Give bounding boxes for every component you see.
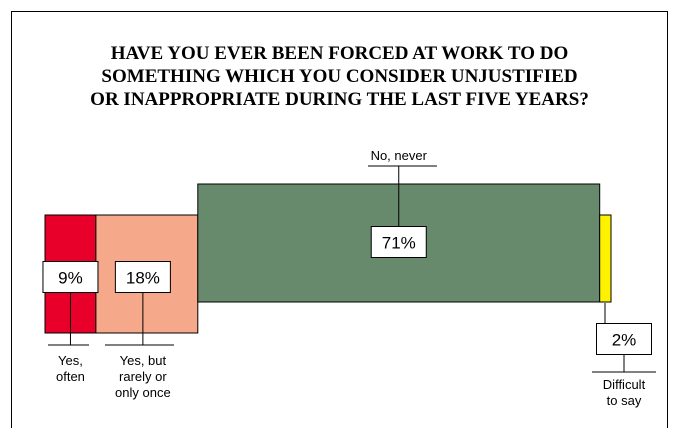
category-label-yes-often-line-1: Yes, [58, 353, 83, 368]
value-box-yes-often [42, 261, 99, 293]
category-label-yes-but-rarely-or-only-once-line-3: only once [115, 385, 171, 400]
value-label-no-never: 71% [382, 234, 416, 253]
category-label-yes-but-rarely-or-only-once-line-2: rarely or [119, 369, 167, 384]
value-box-difficult-to-say [596, 323, 652, 355]
bar-difficult-to-say [599, 214, 612, 303]
value-label-difficult-to-say: 2% [612, 331, 637, 350]
category-label-no-never: No, never [371, 148, 428, 163]
chart-title: HAVE YOU EVER BEEN FORCED AT WORK TO DO … [90, 43, 589, 110]
value-label-yes-but-rarely-or-only-once: 18% [126, 269, 160, 288]
value-box-no-never [370, 226, 427, 258]
value-label-yes-often: 9% [58, 269, 83, 288]
category-label-difficult-to-say-line-1: Difficult [603, 377, 646, 392]
category-label-difficult-to-say-line-2: to say [607, 393, 642, 408]
category-label-yes-often-line-2: often [56, 369, 85, 384]
category-label-yes-but-rarely-or-only-once-line-1: Yes, but [120, 353, 167, 368]
value-box-yes-but-rarely-or-only-once [114, 261, 171, 293]
